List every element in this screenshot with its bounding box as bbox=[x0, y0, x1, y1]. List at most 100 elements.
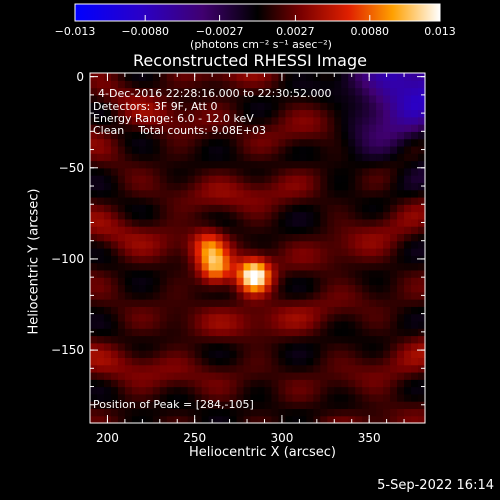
heatmap-cell bbox=[397, 415, 405, 424]
heatmap-cell bbox=[369, 291, 377, 300]
heatmap-cell bbox=[334, 240, 342, 249]
heatmap-cell bbox=[243, 94, 252, 103]
heatmap-cell bbox=[138, 204, 147, 213]
heatmap-cell bbox=[159, 277, 168, 286]
heatmap-cell bbox=[152, 204, 161, 213]
heatmap-cell bbox=[90, 226, 98, 235]
heatmap-cell bbox=[390, 87, 398, 96]
heatmap-cell bbox=[208, 109, 217, 118]
heatmap-cell bbox=[285, 248, 293, 256]
heatmap-cell bbox=[96, 262, 105, 271]
heatmap-cell bbox=[397, 226, 405, 235]
heatmap-cell bbox=[208, 320, 217, 329]
x-tick-label: 300 bbox=[270, 431, 294, 445]
heatmap-cell bbox=[250, 160, 259, 169]
heatmap-cell bbox=[362, 94, 370, 103]
heatmap-cell bbox=[145, 233, 154, 242]
heatmap-cell bbox=[376, 255, 384, 264]
heatmap-cell bbox=[166, 415, 175, 424]
heatmap-cell bbox=[110, 371, 119, 380]
heatmap-cell bbox=[138, 240, 147, 249]
heatmap-cell bbox=[236, 350, 245, 358]
heatmap-cell bbox=[180, 189, 189, 198]
heatmap-cell bbox=[404, 153, 412, 162]
heatmap-cell bbox=[117, 269, 126, 278]
heatmap-cell bbox=[215, 211, 224, 220]
heatmap-cell bbox=[257, 109, 266, 118]
heatmap-cell bbox=[187, 182, 196, 191]
heatmap-cell bbox=[278, 233, 287, 242]
heatmap-cell bbox=[327, 102, 335, 111]
heatmap-cell bbox=[264, 131, 273, 140]
heatmap-cell bbox=[90, 80, 98, 89]
heatmap-cell bbox=[173, 299, 182, 307]
heatmap-cell bbox=[390, 218, 398, 227]
heatmap-cell bbox=[250, 94, 259, 103]
heatmap-cell bbox=[215, 335, 224, 344]
heatmap-cell bbox=[341, 371, 349, 380]
heatmap-cell bbox=[355, 175, 363, 183]
heatmap-cell bbox=[152, 342, 161, 351]
heatmap-cell bbox=[103, 342, 112, 351]
heatmap-cell bbox=[257, 189, 266, 198]
heatmap-cell bbox=[90, 94, 98, 103]
heatmap-cell bbox=[285, 277, 293, 286]
heatmap-cell bbox=[103, 306, 112, 315]
heatmap-cell bbox=[166, 204, 175, 213]
heatmap-cell bbox=[138, 218, 147, 227]
heatmap-cell bbox=[397, 116, 405, 125]
heatmap-cell bbox=[411, 145, 419, 154]
heatmap-cell bbox=[306, 218, 314, 227]
heatmap-cell bbox=[187, 240, 196, 249]
heatmap-cell bbox=[257, 153, 266, 162]
heatmap-cell bbox=[411, 94, 419, 103]
heatmap-cell bbox=[411, 357, 419, 366]
heatmap-cell bbox=[341, 299, 349, 307]
heatmap-cell bbox=[285, 109, 293, 118]
heatmap-cell bbox=[327, 342, 335, 351]
heatmap-cell bbox=[369, 167, 377, 176]
heatmap-cell bbox=[138, 306, 147, 315]
heatmap-cell bbox=[257, 364, 266, 373]
heatmap-cell bbox=[180, 277, 189, 286]
heatmap-cell bbox=[96, 240, 105, 249]
heatmap-cell bbox=[292, 94, 300, 103]
heatmap-cell bbox=[124, 218, 133, 227]
heatmap-cell bbox=[138, 87, 147, 96]
heatmap-cell bbox=[103, 160, 112, 169]
heatmap-cell bbox=[159, 379, 168, 388]
heatmap-cell bbox=[285, 102, 293, 111]
heatmap-cell bbox=[285, 240, 293, 249]
heatmap-cell bbox=[131, 401, 140, 410]
heatmap-cell bbox=[271, 401, 280, 410]
heatmap-cell bbox=[236, 342, 245, 351]
heatmap-cell bbox=[404, 196, 412, 205]
heatmap-cell bbox=[355, 131, 363, 140]
heatmap-cell bbox=[159, 371, 168, 380]
heatmap-cell bbox=[271, 189, 280, 198]
heatmap-cell bbox=[124, 269, 133, 278]
heatmap-cell bbox=[103, 379, 112, 388]
heatmap-cell bbox=[166, 196, 175, 205]
heatmap-cell bbox=[166, 255, 175, 264]
heatmap-cell bbox=[404, 160, 412, 169]
heatmap-cell bbox=[159, 87, 168, 96]
heatmap-cell bbox=[306, 364, 314, 373]
heatmap-cell bbox=[313, 393, 321, 402]
heatmap-cell bbox=[222, 167, 231, 176]
heatmap-cell bbox=[341, 248, 349, 256]
heatmap-cell bbox=[208, 233, 217, 242]
y-tick-label: −150 bbox=[51, 343, 84, 358]
heatmap-cell bbox=[208, 124, 217, 132]
heatmap-cell bbox=[124, 299, 133, 307]
heatmap-cell bbox=[341, 277, 349, 286]
heatmap-cell bbox=[404, 109, 412, 118]
heatmap-cell bbox=[404, 342, 412, 351]
heatmap-cell bbox=[194, 342, 203, 351]
heatmap-cell bbox=[320, 116, 328, 125]
heatmap-cell bbox=[201, 211, 210, 220]
heatmap-cell bbox=[313, 364, 321, 373]
heatmap-cell bbox=[173, 80, 182, 89]
heatmap-cell bbox=[236, 196, 245, 205]
heatmap-cell bbox=[117, 262, 126, 271]
